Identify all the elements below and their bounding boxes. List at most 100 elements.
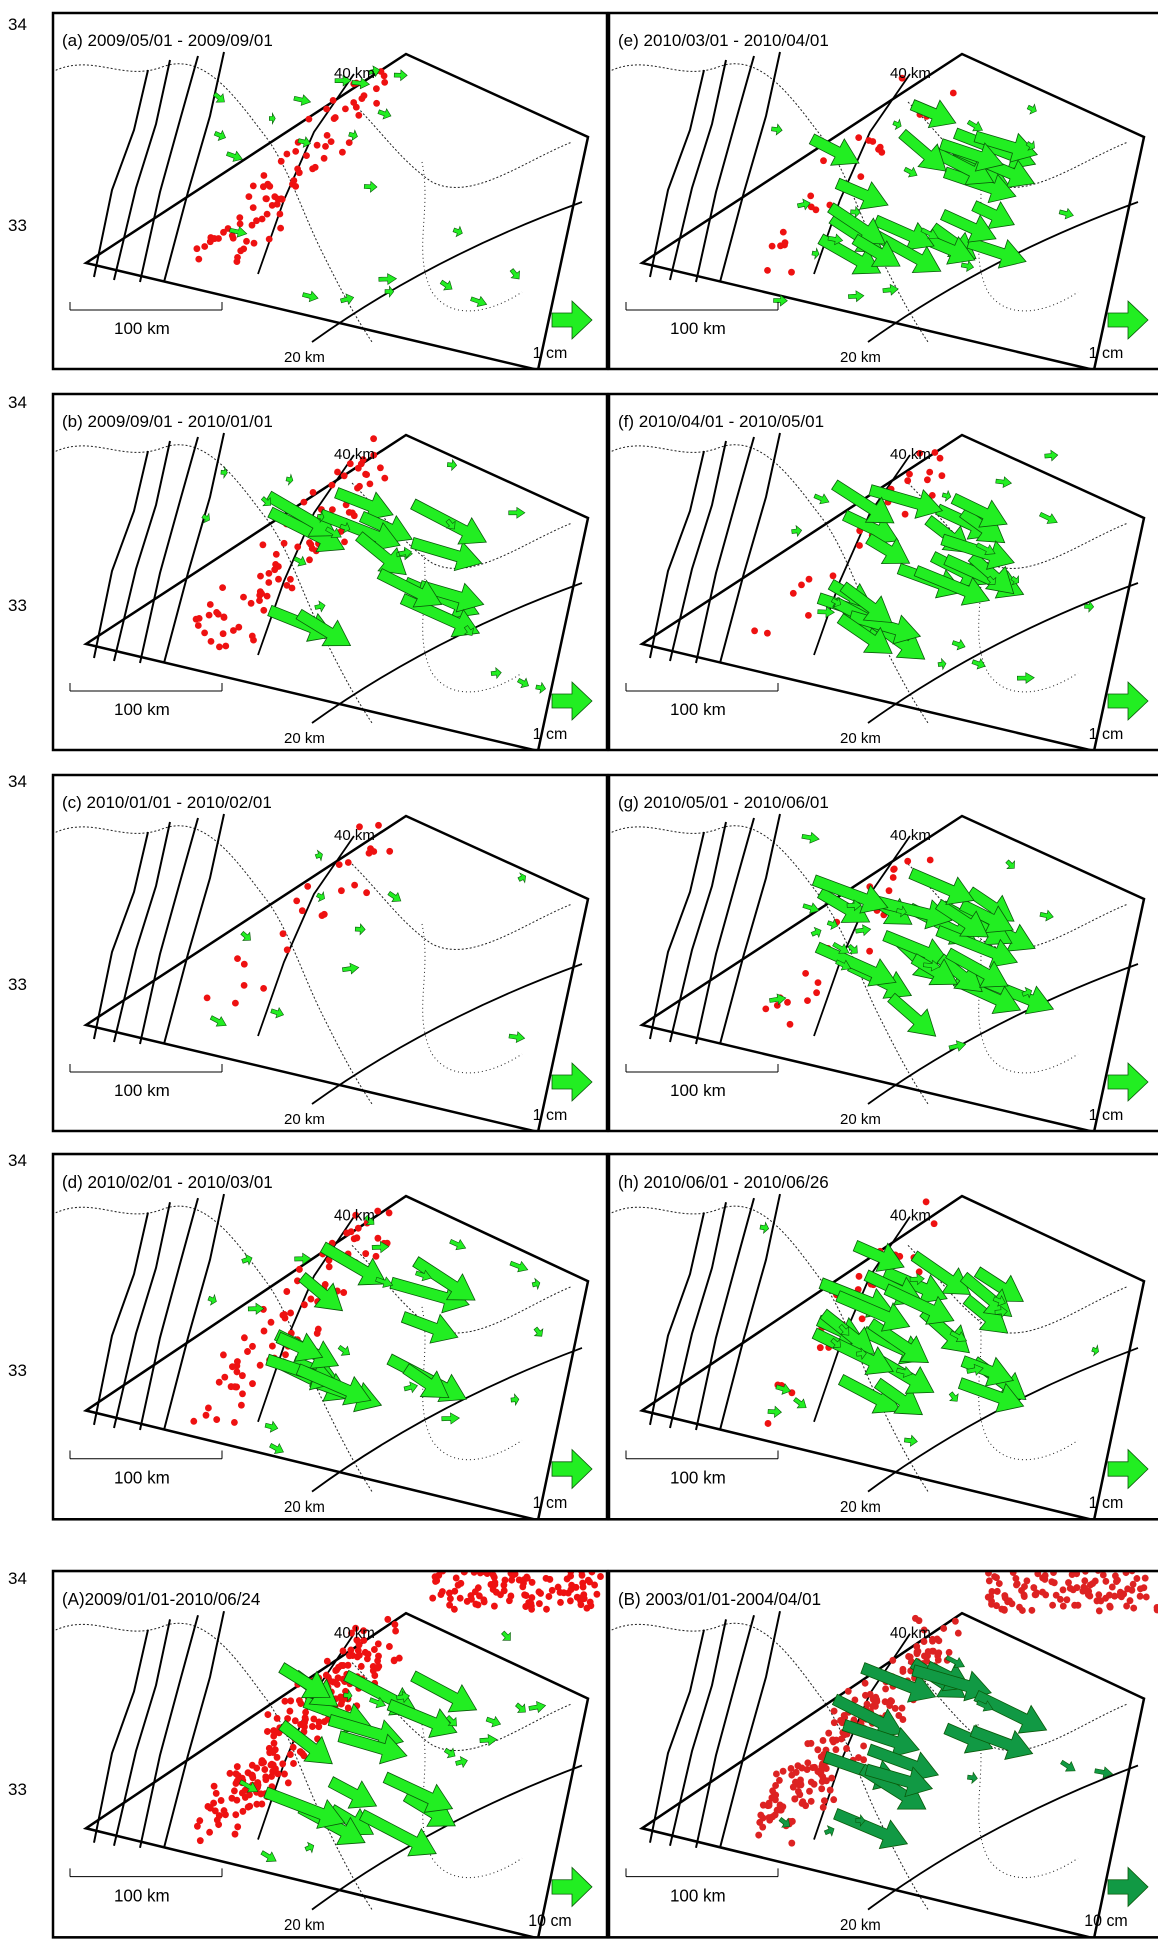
displacement-vector	[992, 1294, 1006, 1307]
depth-contour-40km	[813, 454, 911, 656]
displacement-vector	[293, 555, 307, 567]
map-panel-A: (A)2009/01/01-2010/06/24 40 km 20 km 100 km…	[51, 1569, 609, 1939]
earthquake-dot	[522, 1603, 530, 1611]
earthquake-dot	[287, 1309, 294, 1317]
displacement-vector	[515, 1702, 526, 1713]
earthquake-dot	[1095, 1591, 1103, 1599]
earthquake-dot	[287, 1751, 294, 1758]
earthquake-dot	[523, 1574, 531, 1582]
earthquake-dot	[194, 622, 202, 629]
displacement-vector	[827, 233, 844, 246]
earthquake-dot	[363, 889, 370, 897]
displacement-vector	[909, 1272, 925, 1286]
displacement-vector	[278, 1719, 333, 1765]
depth-contour-line	[139, 817, 199, 1045]
earthquake-dot	[323, 105, 330, 113]
earthquake-dot	[759, 1823, 767, 1831]
earthquake-dot	[1089, 1580, 1097, 1588]
earthquake-dot	[829, 572, 837, 580]
displacement-vector	[490, 666, 502, 680]
earthquake-dot	[866, 947, 873, 955]
depth-label-40km: 40 km	[890, 1208, 931, 1225]
displacement-vector	[264, 1420, 279, 1433]
displacement-vector	[314, 600, 326, 613]
lat-label-33: 33	[8, 1780, 27, 1799]
displacement-vector	[263, 1786, 346, 1829]
reference-vector	[551, 300, 593, 340]
earthquake-dot	[949, 89, 957, 97]
earthquake-dot	[1012, 1575, 1020, 1583]
depth-contour-40km	[813, 835, 911, 1037]
displacement-vector	[1038, 512, 1058, 524]
earthquake-dot	[276, 210, 284, 218]
earthquake-dot	[889, 874, 897, 881]
earthquake-dot	[281, 1770, 288, 1778]
earthquake-dot	[764, 629, 771, 637]
earthquake-dot	[519, 1583, 527, 1591]
earthquake-dot	[826, 1786, 834, 1794]
coastline	[52, 1205, 373, 1492]
displacement-vector	[327, 1776, 378, 1809]
coastline	[52, 1622, 373, 1910]
displacement-vector	[939, 208, 997, 243]
earthquake-dot	[375, 821, 382, 829]
earthquake-dot	[292, 183, 300, 190]
earthquake-dot	[277, 195, 285, 203]
panel-frame	[51, 773, 609, 1133]
earthquake-dot	[374, 1640, 382, 1648]
earthquake-dot	[803, 1766, 811, 1774]
displacement-vector	[509, 268, 520, 280]
displacement-vector	[238, 1779, 259, 1793]
earthquake-dot	[771, 1811, 779, 1819]
earthquake-dot	[381, 474, 389, 482]
earthquake-dot	[1111, 1592, 1118, 1600]
displacement-vector	[814, 941, 897, 987]
earthquake-dot	[898, 74, 906, 82]
displacement-vector	[960, 1355, 1015, 1387]
displacement-vector	[856, 1347, 867, 1361]
earthquake-dot	[216, 643, 223, 651]
displacement-vector	[830, 596, 842, 608]
earthquake-dot	[1133, 1575, 1141, 1583]
earthquake-dot	[371, 1671, 379, 1679]
earthquake-dot	[805, 612, 812, 619]
earthquake-dot	[280, 1311, 288, 1318]
displacement-vector	[247, 1302, 265, 1315]
displacement-vector	[948, 1040, 967, 1052]
displacement-vector	[334, 487, 394, 521]
displacement-vector	[808, 133, 860, 166]
displacement-vector	[209, 1015, 227, 1027]
earthquake-dot	[920, 1626, 928, 1634]
displacement-vector	[398, 546, 413, 559]
earthquake-dot	[279, 930, 287, 938]
displacement-vector	[302, 290, 319, 303]
displacement-vector	[418, 580, 485, 613]
displacement-vector	[791, 524, 803, 538]
displacement-vector	[314, 849, 323, 862]
earthquake-dot	[195, 255, 203, 263]
earthquake-dot	[1126, 1597, 1134, 1605]
earthquake-dot	[373, 99, 380, 107]
displacement-vector	[297, 136, 311, 148]
map-panel-b: (b) 2009/09/01 - 2010/01/01 40 km 20 km 100…	[51, 392, 609, 752]
earthquake-dot	[858, 1315, 866, 1323]
panel-label: (g) 2010/05/01 - 2010/06/01	[618, 793, 829, 812]
earthquake-dot	[304, 883, 312, 890]
earthquake-dot	[340, 472, 348, 480]
displacement-vector	[315, 890, 325, 903]
depth-contour-40km	[257, 835, 355, 1037]
earthquake-dot	[586, 1578, 593, 1586]
earthquake-dot	[322, 143, 329, 150]
panel-frame	[607, 1569, 1158, 1939]
coastline	[608, 1622, 929, 1910]
earthquake-dot	[863, 1700, 871, 1708]
lat-label-34: 34	[8, 772, 27, 791]
displacement-vector	[793, 1397, 807, 1409]
displacement-vector	[995, 476, 1013, 489]
earthquake-dot	[915, 1617, 923, 1625]
earthquake-dot	[1059, 1602, 1067, 1610]
earthquake-dot	[258, 1800, 266, 1808]
displacement-vector	[403, 1381, 418, 1394]
earthquake-dot	[309, 1723, 316, 1731]
displacement-vector	[903, 166, 918, 178]
